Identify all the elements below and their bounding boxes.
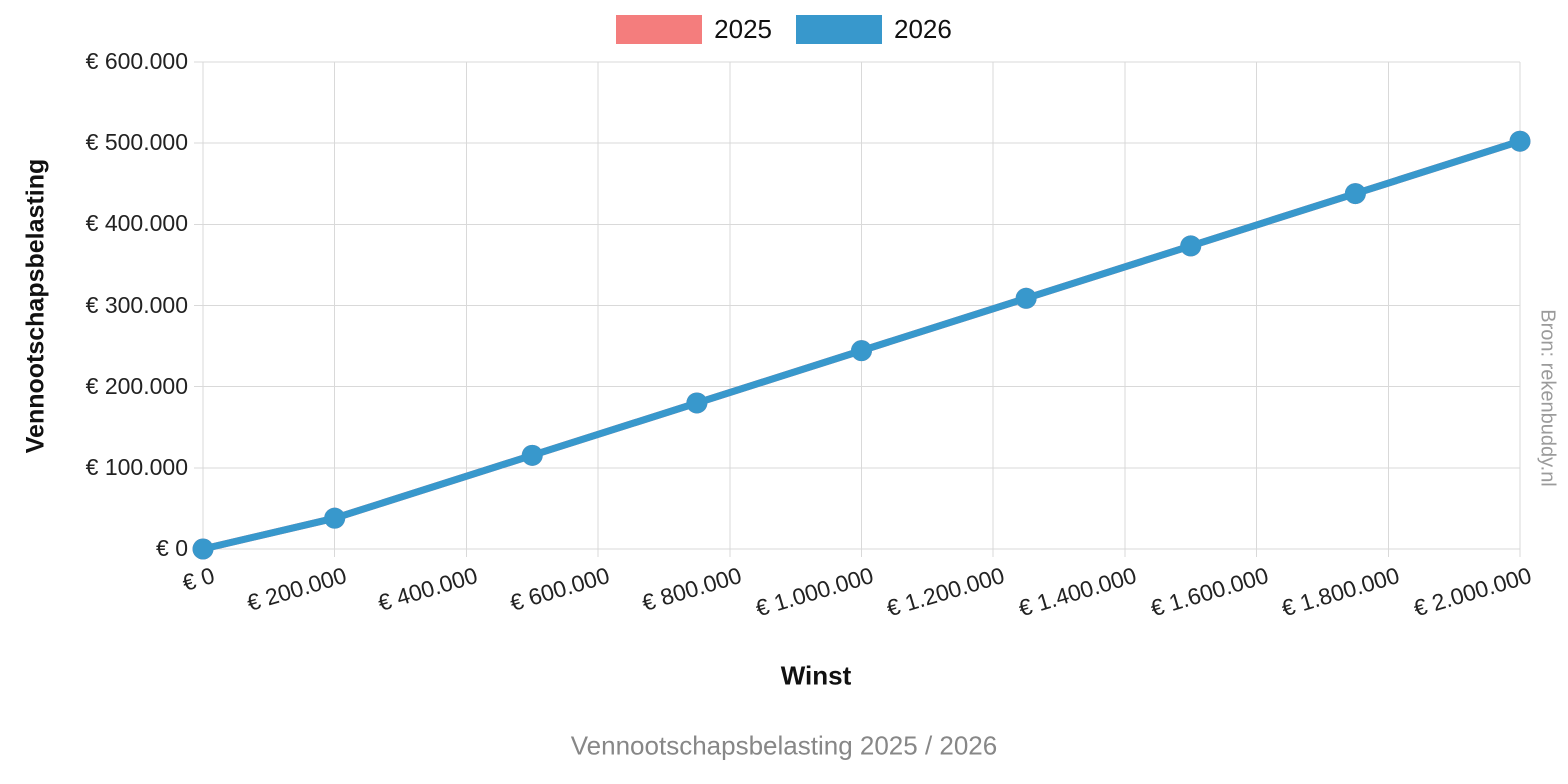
x-axis-title: Winst xyxy=(780,660,852,691)
y-tick-label: € 0 xyxy=(156,535,188,561)
legend-label: 2026 xyxy=(894,14,952,44)
chart-title: Vennootschapsbelasting 2025 / 2026 xyxy=(570,730,998,761)
source-attribution: Bron: rekenbuddy.nl xyxy=(1536,309,1559,487)
y-tick-label: € 400.000 xyxy=(85,210,188,237)
data-point-2026[interactable] xyxy=(324,507,346,529)
data-point-2026[interactable] xyxy=(192,538,214,560)
data-point-2026[interactable] xyxy=(1344,183,1366,205)
data-point-2026[interactable] xyxy=(1180,235,1202,257)
y-tick-label: € 100.000 xyxy=(85,453,188,480)
data-point-2026[interactable] xyxy=(1509,130,1531,152)
legend-item-2025[interactable]: 2025 xyxy=(616,14,772,45)
legend-label: 2025 xyxy=(714,14,772,44)
data-point-2026[interactable] xyxy=(851,340,872,362)
y-tick-label: € 500.000 xyxy=(85,129,188,156)
data-point-2026[interactable] xyxy=(521,444,543,466)
chart-legend: 2025 2026 xyxy=(0,14,1568,45)
y-tick-label: € 200.000 xyxy=(85,372,188,399)
y-tick-label: € 300.000 xyxy=(85,291,188,318)
legend-swatch-icon xyxy=(796,15,882,44)
data-point-2026[interactable] xyxy=(1015,287,1037,309)
legend-swatch-icon xyxy=(616,15,703,44)
y-tick-label: € 600.000 xyxy=(85,48,188,74)
data-point-2026[interactable] xyxy=(686,392,708,414)
legend-item-2026[interactable]: 2026 xyxy=(796,14,952,45)
